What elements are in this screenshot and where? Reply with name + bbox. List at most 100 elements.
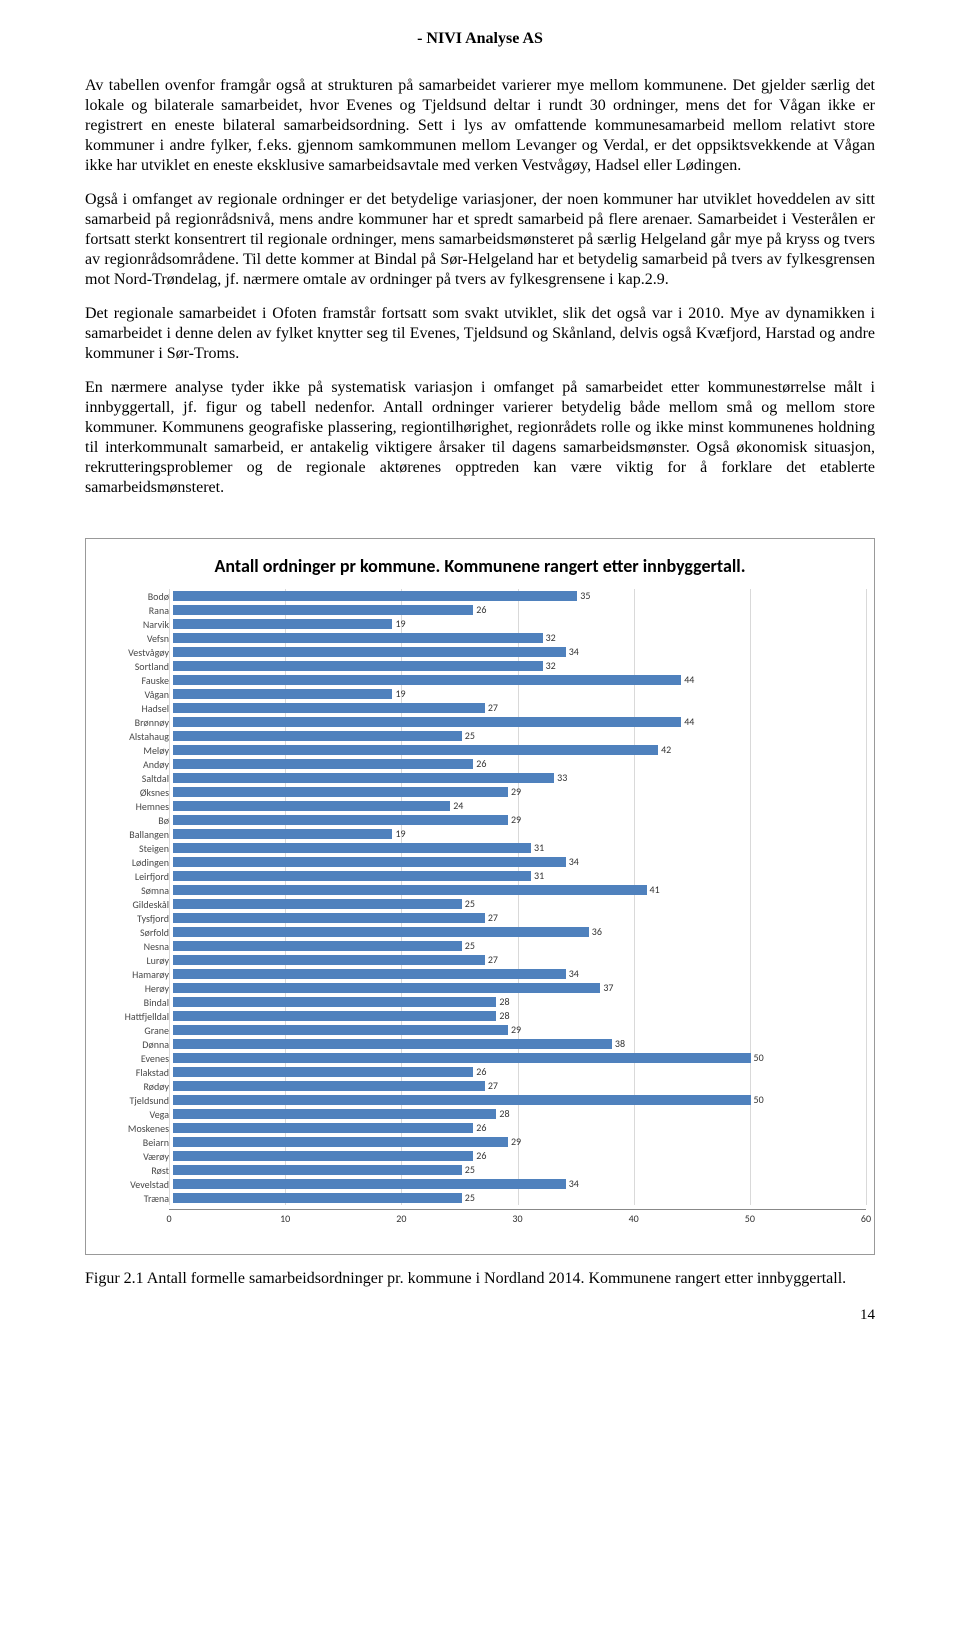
chart-row: Øksnes29 (94, 785, 866, 799)
chart-category-label: Sømna (94, 884, 173, 897)
body-text: Av tabellen ovenfor framgår også at stru… (85, 76, 875, 498)
paragraph: Av tabellen ovenfor framgår også at stru… (85, 76, 875, 176)
chart-category-label: Træna (94, 1192, 173, 1205)
chart-row: Grane29 (94, 1023, 866, 1037)
chart-category-label: Gildeskål (94, 898, 173, 911)
chart-category-label: Vågan (94, 688, 173, 701)
chart-value-label: 34 (566, 855, 579, 869)
chart-row: Flakstad26 (94, 1065, 866, 1079)
chart-bar (173, 745, 658, 755)
chart-value-label: 29 (508, 1135, 521, 1149)
chart-value-label: 27 (485, 701, 498, 715)
chart-row: Andøy26 (94, 757, 866, 771)
chart-value-label: 27 (485, 953, 498, 967)
paragraph: Også i omfanget av regionale ordninger e… (85, 190, 875, 290)
chart-bar (173, 731, 462, 741)
chart-row: Nesna25 (94, 939, 866, 953)
chart-value-label: 34 (566, 967, 579, 981)
chart-bar (173, 955, 485, 965)
chart-value-label: 26 (473, 1121, 486, 1135)
chart-value-label: 33 (554, 771, 567, 785)
chart-bar (173, 1193, 462, 1203)
chart-category-label: Vefsn (94, 632, 173, 645)
chart-category-label: Hemnes (94, 800, 173, 813)
figure-caption: Figur 2.1 Antall formelle samarbeidsordn… (85, 1269, 875, 1289)
chart-category-label: Ballangen (94, 828, 173, 841)
chart-value-label: 24 (450, 799, 463, 813)
chart-category-label: Bø (94, 814, 173, 827)
chart-row: Sortland 32 (94, 659, 866, 673)
chart-row: Hamarøy34 (94, 967, 866, 981)
chart-category-label: Dønna (94, 1038, 173, 1051)
chart-row: Gildeskål 25 (94, 897, 866, 911)
chart-category-label: Lurøy (94, 954, 173, 967)
chart-bar (173, 843, 531, 853)
chart-bar (173, 1053, 751, 1063)
chart-row: Træna25 (94, 1191, 866, 1205)
chart-category-label: Sortland (94, 660, 173, 673)
chart-category-label: Evenes (94, 1052, 173, 1065)
chart-title: Antall ordninger pr kommune. Kommunene r… (94, 555, 866, 577)
chart-bar (173, 983, 600, 993)
chart-bar (173, 899, 462, 909)
chart-row: Røst25 (94, 1163, 866, 1177)
chart-value-label: 29 (508, 1023, 521, 1037)
chart-bar (173, 857, 566, 867)
chart-bar (173, 997, 496, 1007)
chart-row: Evenes50 (94, 1051, 866, 1065)
chart-x-tick: 40 (629, 1212, 639, 1225)
chart-value-label: 29 (508, 813, 521, 827)
chart-category-label: Værøy (94, 1150, 173, 1163)
chart-value-label: 34 (566, 1177, 579, 1191)
chart-bar (173, 913, 485, 923)
chart-value-label: 36 (589, 925, 602, 939)
chart-category-label: Meløy (94, 744, 173, 757)
chart-category-label: Fauske (94, 674, 173, 687)
chart-bar (173, 871, 531, 881)
chart-bar (173, 787, 508, 797)
chart-row: Herøy37 (94, 981, 866, 995)
chart-category-label: Tjeldsund (94, 1094, 173, 1107)
chart-category-label: Vestvågøy (94, 646, 173, 659)
chart-bar (173, 703, 485, 713)
chart-value-label: 25 (462, 897, 475, 911)
chart-bar (173, 927, 589, 937)
chart-category-label: Nesna (94, 940, 173, 953)
chart-category-label: Rana (94, 604, 173, 617)
chart-bar (173, 815, 508, 825)
chart-container: Antall ordninger pr kommune. Kommunene r… (85, 538, 875, 1255)
page: - NIVI Analyse AS Av tabellen ovenfor fr… (0, 0, 960, 1364)
chart-row: Alstahaug25 (94, 729, 866, 743)
chart-row: Værøy26 (94, 1149, 866, 1163)
chart-category-label: Tysfjord (94, 912, 173, 925)
chart-value-label: 44 (681, 673, 694, 687)
bar-chart: Bodø35Rana26Narvik19Vefsn32Vestvågøy34So… (94, 589, 866, 1226)
chart-value-label: 32 (543, 659, 556, 673)
chart-x-tick: 20 (396, 1212, 406, 1225)
chart-bar (173, 633, 543, 643)
chart-row: Saltdal33 (94, 771, 866, 785)
chart-value-label: 19 (392, 827, 405, 841)
chart-x-tick: 0 (166, 1212, 171, 1225)
chart-bar (173, 969, 566, 979)
chart-bar (173, 689, 392, 699)
chart-bar (173, 1039, 612, 1049)
chart-bar (173, 941, 462, 951)
chart-category-label: Herøy (94, 982, 173, 995)
chart-bar (173, 675, 681, 685)
chart-value-label: 28 (496, 995, 509, 1009)
chart-value-label: 41 (647, 883, 660, 897)
chart-category-label: Bindal (94, 996, 173, 1009)
chart-row: Bø 29 (94, 813, 866, 827)
chart-row: Hemnes 24 (94, 799, 866, 813)
chart-row: Beiarn29 (94, 1135, 866, 1149)
chart-category-label: Moskenes (94, 1122, 173, 1135)
chart-row: Vefsn32 (94, 631, 866, 645)
chart-category-label: Hadsel (94, 702, 173, 715)
chart-row: Fauske 44 (94, 673, 866, 687)
chart-bar (173, 1137, 508, 1147)
chart-category-label: Vevelstad (94, 1178, 173, 1191)
chart-value-label: 19 (392, 617, 405, 631)
chart-value-label: 29 (508, 785, 521, 799)
chart-bar (173, 1179, 566, 1189)
